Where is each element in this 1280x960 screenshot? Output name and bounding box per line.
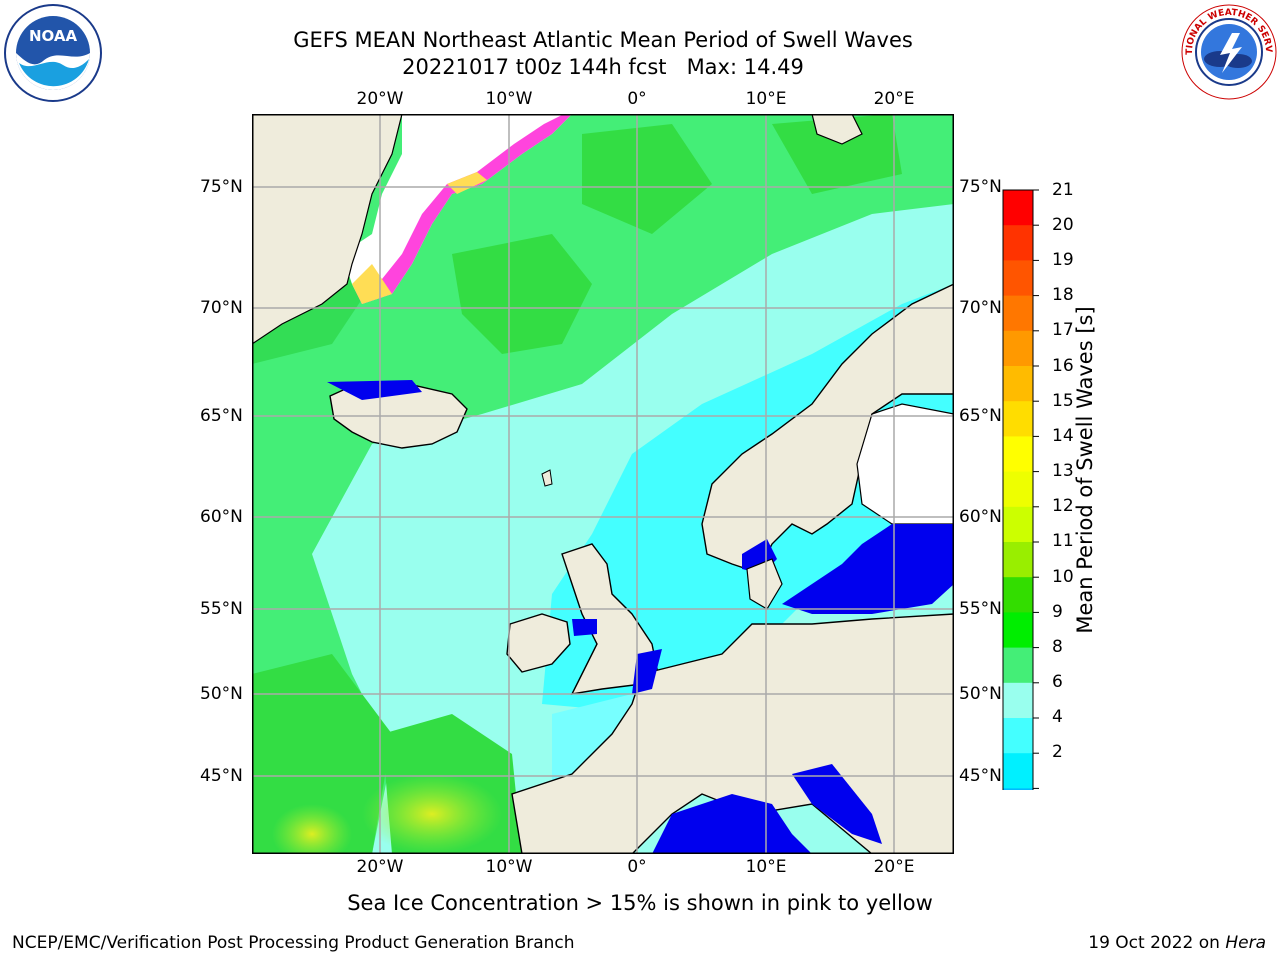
lat-label-60n-right: 60°N bbox=[959, 507, 1002, 527]
colorbar-segment bbox=[1003, 471, 1033, 508]
lat-label-70n-right: 70°N bbox=[959, 298, 1002, 318]
lon-label-10e-top: 10°E bbox=[745, 89, 787, 109]
colorbar bbox=[1002, 189, 1039, 790]
colorbar-segment bbox=[1003, 295, 1033, 332]
footer-date: 19 Oct 2022 on bbox=[1088, 933, 1226, 953]
noaa-logo: NOAA bbox=[3, 3, 103, 103]
colorbar-segment bbox=[1003, 647, 1033, 684]
colorbar-tick-18: 18 bbox=[1052, 285, 1074, 305]
colorbar-segment bbox=[1003, 753, 1033, 789]
colorbar-outline bbox=[1002, 189, 1034, 790]
colorbar-segment bbox=[1003, 260, 1033, 297]
colorbar-segment bbox=[1003, 401, 1033, 437]
colorbar-segment bbox=[1003, 612, 1033, 649]
lat-label-55n-left: 55°N bbox=[200, 599, 243, 619]
colorbar-segment bbox=[1003, 718, 1033, 754]
colorbar-tick-14: 14 bbox=[1052, 426, 1074, 446]
footer-machine: Hera bbox=[1225, 933, 1266, 953]
colorbar-tick-11: 11 bbox=[1052, 531, 1074, 551]
colorbar-segment bbox=[1003, 577, 1033, 613]
lat-label-60n-left: 60°N bbox=[200, 507, 243, 527]
colorbar-segment bbox=[1003, 682, 1033, 719]
lon-label-20e-bottom: 20°E bbox=[873, 857, 915, 877]
colorbar-tick-4: 4 bbox=[1052, 707, 1063, 727]
colorbar-tick-9: 9 bbox=[1052, 602, 1063, 622]
colorbar-tick-19: 19 bbox=[1052, 250, 1074, 270]
lat-label-70n-left: 70°N bbox=[200, 298, 243, 318]
colorbar-tick-17: 17 bbox=[1052, 320, 1074, 340]
chart-subtitle: 20221017 t00z 144h fcst Max: 14.49 bbox=[402, 55, 804, 79]
chart-title: GEFS MEAN Northeast Atlantic Mean Period… bbox=[293, 28, 913, 52]
lat-label-50n-left: 50°N bbox=[200, 684, 243, 704]
lat-label-75n-right: 75°N bbox=[959, 177, 1002, 197]
lon-label-20w-top: 20°W bbox=[356, 89, 404, 109]
colorbar-tick-8: 8 bbox=[1052, 637, 1063, 657]
sea-ice-note: Sea Ice Concentration > 15% is shown in … bbox=[347, 891, 933, 915]
colorbar-segment bbox=[1003, 330, 1033, 367]
colorbar-tick-20: 20 bbox=[1052, 215, 1074, 235]
nws-logo: NATIONAL WEATHER SERVICE bbox=[1176, 0, 1278, 101]
lon-label-10w-top: 10°W bbox=[485, 89, 533, 109]
colorbar-segment bbox=[1003, 225, 1033, 261]
lat-label-75n-left: 75°N bbox=[200, 177, 243, 197]
colorbar-tick-21: 21 bbox=[1052, 180, 1074, 200]
lat-label-65n-right: 65°N bbox=[959, 406, 1002, 426]
lat-label-45n-left: 45°N bbox=[200, 766, 243, 786]
colorbar-tick-15: 15 bbox=[1052, 391, 1074, 411]
colorbar-tick-6: 6 bbox=[1052, 672, 1063, 692]
colorbar-tick-16: 16 bbox=[1052, 356, 1074, 376]
lon-label-20w-bottom: 20°W bbox=[356, 857, 404, 877]
colorbar-segment bbox=[1003, 542, 1033, 578]
colorbar-tick-13: 13 bbox=[1052, 461, 1074, 481]
lon-label-0-top: 0° bbox=[627, 89, 647, 109]
colorbar-tick-10: 10 bbox=[1052, 567, 1074, 587]
footer-right: 19 Oct 2022 on Hera bbox=[1088, 932, 1266, 954]
colorbar-segment bbox=[1003, 190, 1033, 226]
colorbar-tick-12: 12 bbox=[1052, 496, 1074, 516]
lon-label-0-bottom: 0° bbox=[627, 857, 647, 877]
colorbar-tick-2: 2 bbox=[1052, 742, 1063, 762]
colorbar-segment bbox=[1003, 436, 1033, 473]
footer-left: NCEP/EMC/Verification Post Processing Pr… bbox=[12, 933, 575, 953]
lon-label-10w-bottom: 10°W bbox=[485, 857, 533, 877]
lat-label-65n-left: 65°N bbox=[200, 406, 243, 426]
lon-label-20e-top: 20°E bbox=[873, 89, 915, 109]
map-panel bbox=[252, 114, 954, 854]
colorbar-segment bbox=[1003, 366, 1033, 402]
colorbar-segment bbox=[1003, 506, 1033, 543]
lat-label-50n-right: 50°N bbox=[959, 684, 1002, 704]
lon-label-10e-bottom: 10°E bbox=[745, 857, 787, 877]
noaa-logo-text: NOAA bbox=[29, 27, 78, 45]
lat-label-45n-right: 45°N bbox=[959, 766, 1002, 786]
lat-label-55n-right: 55°N bbox=[959, 599, 1002, 619]
colorbar-segment bbox=[1003, 788, 1033, 790]
